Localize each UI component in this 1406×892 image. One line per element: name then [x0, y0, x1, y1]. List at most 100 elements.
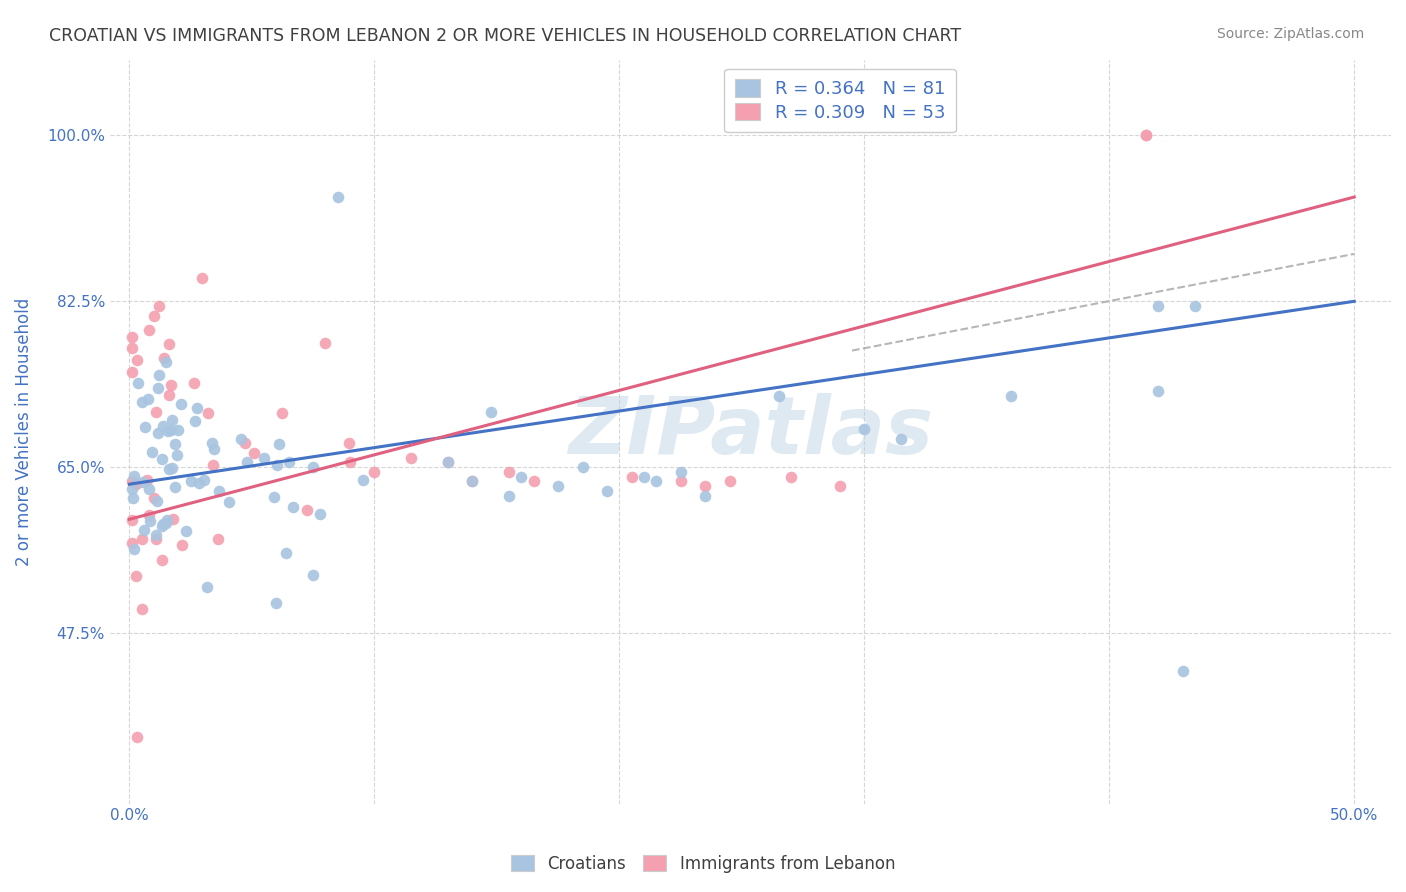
Point	[157, 461, 180, 475]
Point	[620, 469, 643, 483]
Point	[339, 455, 361, 469]
Point	[233, 436, 256, 450]
Legend: R = 0.364   N = 81, R = 0.309   N = 53: R = 0.364 N = 81, R = 0.309 N = 53	[724, 69, 956, 132]
Point	[253, 450, 276, 465]
Point	[121, 482, 143, 496]
Point	[768, 389, 790, 403]
Point	[363, 465, 385, 479]
Point	[309, 507, 332, 521]
Point	[853, 422, 876, 436]
Point	[121, 491, 143, 505]
Point	[693, 489, 716, 503]
Point	[1000, 389, 1022, 403]
Point	[669, 475, 692, 489]
Text: CROATIAN VS IMMIGRANTS FROM LEBANON 2 OR MORE VEHICLES IN HOUSEHOLD CORRELATION : CROATIAN VS IMMIGRANTS FROM LEBANON 2 OR…	[49, 27, 962, 45]
Point	[208, 483, 231, 498]
Point	[138, 392, 160, 406]
Point	[184, 414, 207, 428]
Point	[596, 483, 619, 498]
Point	[197, 406, 219, 420]
Point	[148, 368, 170, 383]
Point	[156, 424, 179, 438]
Point	[131, 602, 153, 616]
Point	[152, 516, 174, 531]
Point	[295, 503, 318, 517]
Point	[479, 405, 502, 419]
Point	[302, 460, 325, 475]
Point	[437, 455, 460, 469]
Point	[160, 460, 183, 475]
Point	[202, 458, 225, 472]
Point	[170, 538, 193, 552]
Point	[202, 442, 225, 457]
Point	[828, 479, 851, 493]
Point	[188, 476, 211, 491]
Point	[121, 474, 143, 488]
Point	[547, 479, 569, 493]
Point	[122, 468, 145, 483]
Point	[163, 437, 186, 451]
Point	[138, 482, 160, 496]
Point	[170, 397, 193, 411]
Point	[160, 413, 183, 427]
Point	[571, 460, 593, 475]
Point	[157, 337, 180, 351]
Point	[283, 500, 305, 515]
Point	[166, 448, 188, 462]
Point	[155, 516, 177, 530]
Point	[461, 475, 484, 489]
Point	[890, 432, 912, 446]
Point	[693, 479, 716, 493]
Point	[157, 387, 180, 401]
Point	[146, 381, 169, 395]
Point	[1147, 384, 1170, 399]
Point	[142, 491, 165, 505]
Point	[270, 407, 292, 421]
Point	[522, 475, 544, 489]
Point	[121, 342, 143, 356]
Point	[399, 450, 422, 465]
Point	[669, 465, 692, 479]
Point	[183, 376, 205, 391]
Point	[142, 309, 165, 323]
Point	[127, 376, 149, 390]
Point	[162, 512, 184, 526]
Point	[146, 425, 169, 440]
Point	[152, 351, 174, 366]
Point	[125, 477, 148, 491]
Point	[146, 494, 169, 508]
Point	[498, 465, 520, 479]
Point	[264, 596, 287, 610]
Point	[145, 405, 167, 419]
Point	[191, 270, 214, 285]
Point	[145, 528, 167, 542]
Point	[186, 401, 208, 416]
Point	[141, 445, 163, 459]
Point	[267, 437, 290, 451]
Point	[155, 355, 177, 369]
Point	[152, 419, 174, 434]
Point	[1135, 128, 1157, 143]
Point	[645, 475, 668, 489]
Point	[718, 475, 741, 489]
Point	[437, 455, 460, 469]
Point	[127, 353, 149, 368]
Point	[337, 436, 360, 450]
Point	[218, 495, 240, 509]
Point	[121, 365, 143, 379]
Text: ZIPatlas: ZIPatlas	[568, 392, 932, 471]
Point	[326, 190, 349, 204]
Point	[122, 542, 145, 557]
Point	[498, 489, 520, 503]
Point	[150, 519, 173, 533]
Point	[1184, 299, 1206, 313]
Point	[302, 568, 325, 582]
Point	[150, 553, 173, 567]
Point	[139, 514, 162, 528]
Point	[1135, 128, 1157, 143]
Point	[121, 513, 143, 527]
Point	[193, 473, 215, 487]
Point	[263, 491, 285, 505]
Point	[132, 475, 155, 489]
Point	[131, 395, 153, 409]
